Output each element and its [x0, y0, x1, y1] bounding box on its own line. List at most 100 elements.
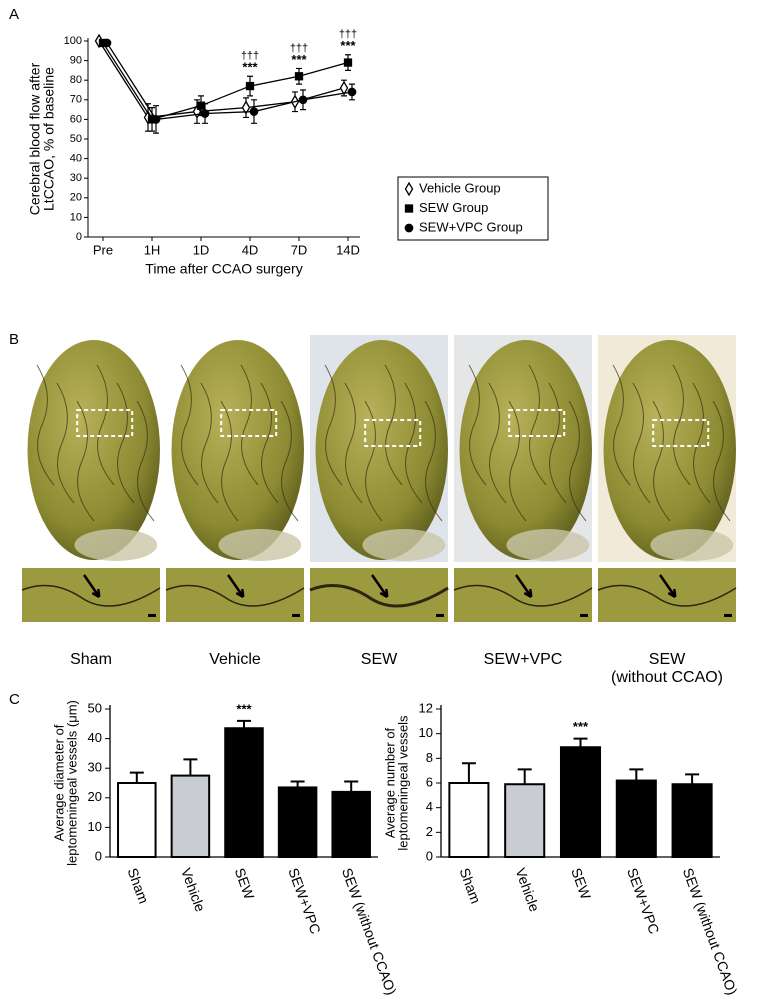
y-tick-label: 12 — [419, 700, 433, 715]
y-tick-label: 10 — [419, 725, 433, 740]
tissue — [218, 529, 302, 561]
scale-bar — [148, 614, 156, 617]
significance: *** — [573, 719, 589, 734]
bar — [559, 746, 602, 859]
vessel — [180, 364, 199, 486]
y-tick-label: 0 — [426, 848, 433, 863]
y-tick-label: 60 — [70, 113, 82, 125]
x-tick-label: SEW (without CCAO) — [339, 866, 400, 997]
error-bar — [183, 758, 198, 776]
vessel — [468, 364, 487, 486]
y-tick-label: 10 — [70, 211, 82, 223]
vessel — [652, 400, 671, 522]
bar — [331, 790, 371, 859]
panel-label: B — [9, 331, 19, 348]
brain-photo — [171, 340, 304, 560]
vessel — [76, 400, 95, 522]
vessel — [612, 364, 631, 486]
roi-box — [220, 409, 278, 437]
error-bar — [629, 768, 644, 781]
photo-label: Vehicle — [209, 651, 261, 668]
vessel — [280, 400, 299, 522]
x-tick-label: SEW — [232, 866, 258, 902]
vessel — [36, 364, 55, 486]
marker — [298, 95, 308, 105]
vessel — [548, 382, 567, 504]
x-tick-label: Pre — [93, 242, 113, 257]
tissue — [362, 529, 446, 561]
roi-box — [508, 409, 566, 437]
series-line — [106, 42, 353, 121]
significance: *** — [291, 52, 307, 67]
y-axis-label: Average diameter of — [51, 724, 66, 841]
y-tick-label: 30 — [70, 172, 82, 184]
x-tick-label: Sham — [125, 866, 153, 906]
x-tick-label: 4D — [242, 242, 259, 257]
x-tick-label: Vehicle — [178, 866, 209, 914]
y-tick-label: 80 — [70, 74, 82, 86]
y-axis-label: leptomeningeal vessels (μm) — [64, 700, 79, 866]
zoom-photo — [166, 568, 304, 622]
x-tick-label: SEW+VPC — [624, 866, 663, 936]
vessel — [364, 400, 383, 522]
error-bar — [517, 768, 532, 785]
marker — [404, 204, 414, 213]
error-bar — [344, 780, 359, 792]
photo-label: (without CCAO) — [611, 669, 723, 686]
significance: ††† — [290, 42, 308, 54]
tissue — [506, 529, 590, 561]
photo-label: Sham — [70, 651, 112, 668]
vessel — [692, 382, 711, 504]
y-tick-label: 2 — [426, 824, 433, 839]
zoom-photo — [598, 568, 736, 622]
y-axis-label: Average number of — [382, 727, 397, 838]
error-bar — [237, 719, 251, 729]
vessel — [116, 382, 135, 504]
bar — [615, 779, 657, 858]
bar — [170, 774, 211, 858]
significance: *** — [340, 38, 356, 53]
error-bar — [573, 737, 588, 748]
roi-box — [76, 409, 134, 437]
vessel — [508, 400, 527, 522]
brain-photo — [27, 340, 160, 560]
y-axis-label: Cerebral blood flow after — [27, 62, 43, 215]
x-tick-label: Sham — [457, 866, 485, 906]
y-axis-label: LtCCAO, % of baseline — [41, 67, 57, 211]
vessel — [56, 382, 75, 504]
y-tick-label: 100 — [64, 35, 82, 47]
arrow — [371, 574, 389, 599]
legend-box — [397, 176, 549, 241]
error-bar — [461, 762, 476, 783]
vessel — [632, 382, 651, 504]
legend-label: SEW Group — [419, 200, 488, 215]
vessel — [528, 364, 547, 486]
brain-photo — [603, 340, 736, 560]
zoom-vessel — [597, 584, 737, 607]
scale-bar — [724, 614, 732, 617]
y-tick-label: 70 — [70, 94, 82, 106]
x-tick-label: 7D — [291, 242, 308, 257]
y-tick-label: 20 — [70, 192, 82, 204]
vessel — [672, 364, 691, 486]
error-bar — [685, 773, 700, 785]
bar — [504, 783, 546, 859]
vessel — [344, 382, 363, 504]
x-tick-label: 1D — [193, 242, 210, 257]
arrow — [659, 574, 677, 599]
vessel — [424, 400, 443, 522]
vessel — [712, 400, 731, 522]
marker — [245, 81, 255, 91]
y-axis-label: leptomeningeal vessels — [395, 715, 410, 851]
zoom-vessel — [21, 584, 161, 607]
scale-bar — [292, 614, 300, 617]
zoom-photo — [22, 568, 160, 622]
significance: ††† — [241, 50, 259, 62]
y-tick-label: 8 — [426, 750, 433, 765]
zoom-vessel — [165, 584, 305, 607]
x-tick-label: 1H — [144, 242, 161, 257]
marker — [339, 80, 349, 96]
x-axis-label: Time after CCAO surgery — [145, 261, 302, 277]
y-tick-label: 40 — [70, 153, 82, 165]
